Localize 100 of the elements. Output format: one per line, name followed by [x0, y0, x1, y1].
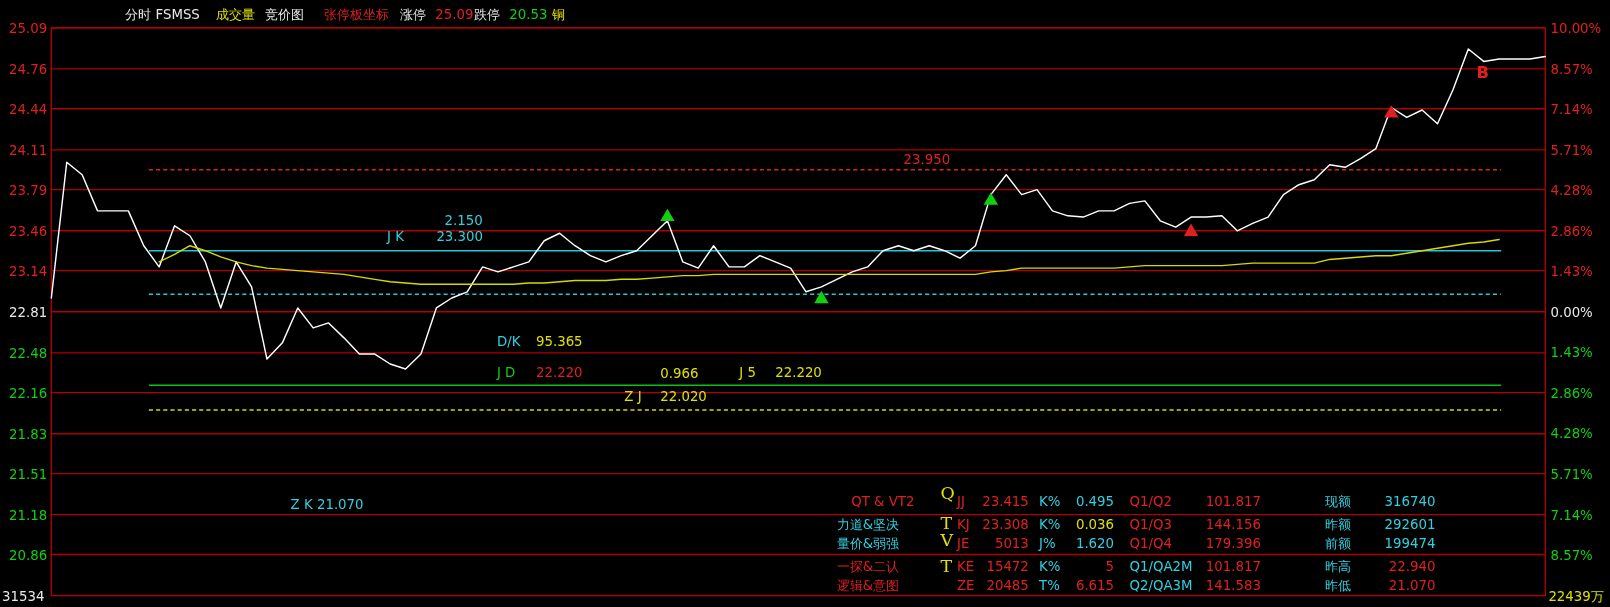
y2-tick-label: 8.57%: [1550, 548, 1593, 564]
text: 张停板坐标: [324, 6, 390, 22]
annotation: 0.036: [1075, 516, 1115, 532]
annotation: KE: [956, 558, 975, 574]
annotation: Q1/Q2: [1129, 494, 1172, 510]
annotation: 15472: [986, 558, 1029, 574]
text: 跌停: [474, 6, 501, 22]
annotation: 144.156: [1205, 516, 1261, 532]
annotation: 316740: [1384, 494, 1436, 510]
annotation: 22.220: [775, 364, 822, 380]
annotation: 6.615: [1075, 578, 1115, 594]
y2-tick-label: 5.71%: [1550, 142, 1593, 158]
annotation: 22.220: [535, 364, 583, 380]
annotation: B: [1476, 63, 1490, 83]
annotation: 5: [1105, 558, 1115, 574]
y2-tick-label: 5.71%: [1550, 466, 1593, 482]
annotation: V: [939, 530, 954, 551]
annotation: T%: [1038, 578, 1060, 594]
text: 20.53: [509, 6, 548, 22]
annotation: Q: [940, 483, 955, 504]
text: 25.09: [435, 6, 474, 22]
annotation: 101.817: [1205, 494, 1261, 510]
annotation: D/K: [496, 334, 522, 350]
annotation: 23.415: [982, 494, 1029, 510]
point: [1183, 223, 1199, 236]
y-tick-label: 22.81: [9, 304, 48, 320]
y2-tick-label: 2.86%: [1550, 386, 1593, 402]
annotation: Q2/QA3M: [1129, 578, 1193, 594]
annotation: 一探&二认: [836, 558, 900, 574]
y2-tick-label: 0.00%: [1550, 304, 1593, 320]
annotation: 昨额: [1324, 516, 1351, 532]
annotation: 21.070: [1388, 578, 1436, 594]
annotation: 101.817: [1205, 558, 1261, 574]
annotation: K%: [1039, 516, 1061, 532]
y-tick-label: 22.16: [9, 385, 48, 401]
annotation: Z K 21.070: [290, 497, 364, 513]
y-tick-label: 22.48: [9, 345, 48, 361]
y2-tick-label: 2.86%: [1550, 223, 1593, 239]
y-tick-label: 24.11: [9, 142, 48, 158]
point: [983, 192, 999, 205]
y-tick-label: 21.18: [9, 507, 48, 523]
y-tick-label: 23.14: [9, 263, 48, 279]
y2-tick-label: 7.14%: [1550, 102, 1593, 118]
text: 竞价图: [264, 6, 304, 22]
annotation: 0.966: [660, 365, 699, 381]
point: [1384, 105, 1399, 118]
y2-tick-label: 10.00%: [1550, 20, 1602, 36]
annotation: JE: [955, 536, 970, 552]
text: 31534: [2, 588, 45, 604]
y2-tick-label: 4.28%: [1550, 183, 1593, 199]
annotation: 力道&坚决: [836, 516, 900, 532]
annotation: KJ: [956, 516, 970, 532]
annotation: 199474: [1384, 536, 1436, 552]
text: 分时 FSMSS: [125, 6, 200, 22]
annotation: ZE: [956, 578, 975, 594]
annotation: Q1/Q3: [1129, 516, 1172, 532]
annotation: 141.583: [1205, 578, 1261, 594]
annotation: 22.940: [1388, 558, 1436, 574]
annotation: 前额: [1324, 536, 1351, 552]
y-tick-label: 24.44: [9, 101, 48, 117]
annotation: K%: [1039, 494, 1061, 510]
annotation: 292601: [1384, 516, 1436, 532]
y-tick-label: 25.09: [9, 20, 48, 36]
annotation: 昨高: [1324, 558, 1351, 574]
annotation: T: [940, 556, 953, 576]
y2-tick-label: 1.43%: [1550, 345, 1593, 361]
annotation: 2.150: [444, 212, 483, 228]
annotation: 1.620: [1075, 536, 1115, 552]
annotation: JJ: [955, 494, 965, 510]
annotation: Z J: [624, 388, 642, 404]
text: 涨停: [400, 6, 427, 22]
point: [814, 290, 829, 304]
annotation: J D: [495, 364, 516, 380]
annotation: 5013: [994, 536, 1029, 552]
annotation: QT & VT2: [851, 494, 915, 510]
annotation: 昨低: [1324, 578, 1351, 594]
y-tick-label: 20.86: [9, 547, 48, 563]
y2-tick-label: 4.28%: [1550, 426, 1593, 442]
text: 铜: [551, 6, 566, 22]
annotation: 现额: [1324, 494, 1351, 510]
y-tick-label: 23.46: [9, 223, 48, 239]
annotation: J%: [1038, 536, 1056, 552]
text: 22439万: [1548, 588, 1604, 604]
annotation: 20485: [986, 578, 1029, 594]
y-tick-label: 21.51: [9, 466, 48, 482]
annotation: Q1/QA2M: [1129, 558, 1193, 574]
annotation: 23.300: [436, 229, 484, 245]
y-tick-label: 24.76: [9, 62, 48, 78]
annotation: 量价&弱强: [836, 536, 900, 552]
annotation: J K: [386, 229, 406, 245]
y2-tick-label: 1.43%: [1550, 264, 1593, 280]
annotation: 22.020: [660, 388, 707, 404]
annotation: 179.396: [1205, 536, 1261, 552]
point: [660, 208, 675, 221]
annotation: 95.365: [535, 334, 583, 350]
y-tick-label: 23.79: [9, 182, 48, 198]
annotation: T: [940, 512, 953, 533]
annotation: K%: [1039, 558, 1061, 574]
annotation: 23.950: [903, 152, 951, 168]
y-tick-label: 21.83: [9, 426, 48, 442]
